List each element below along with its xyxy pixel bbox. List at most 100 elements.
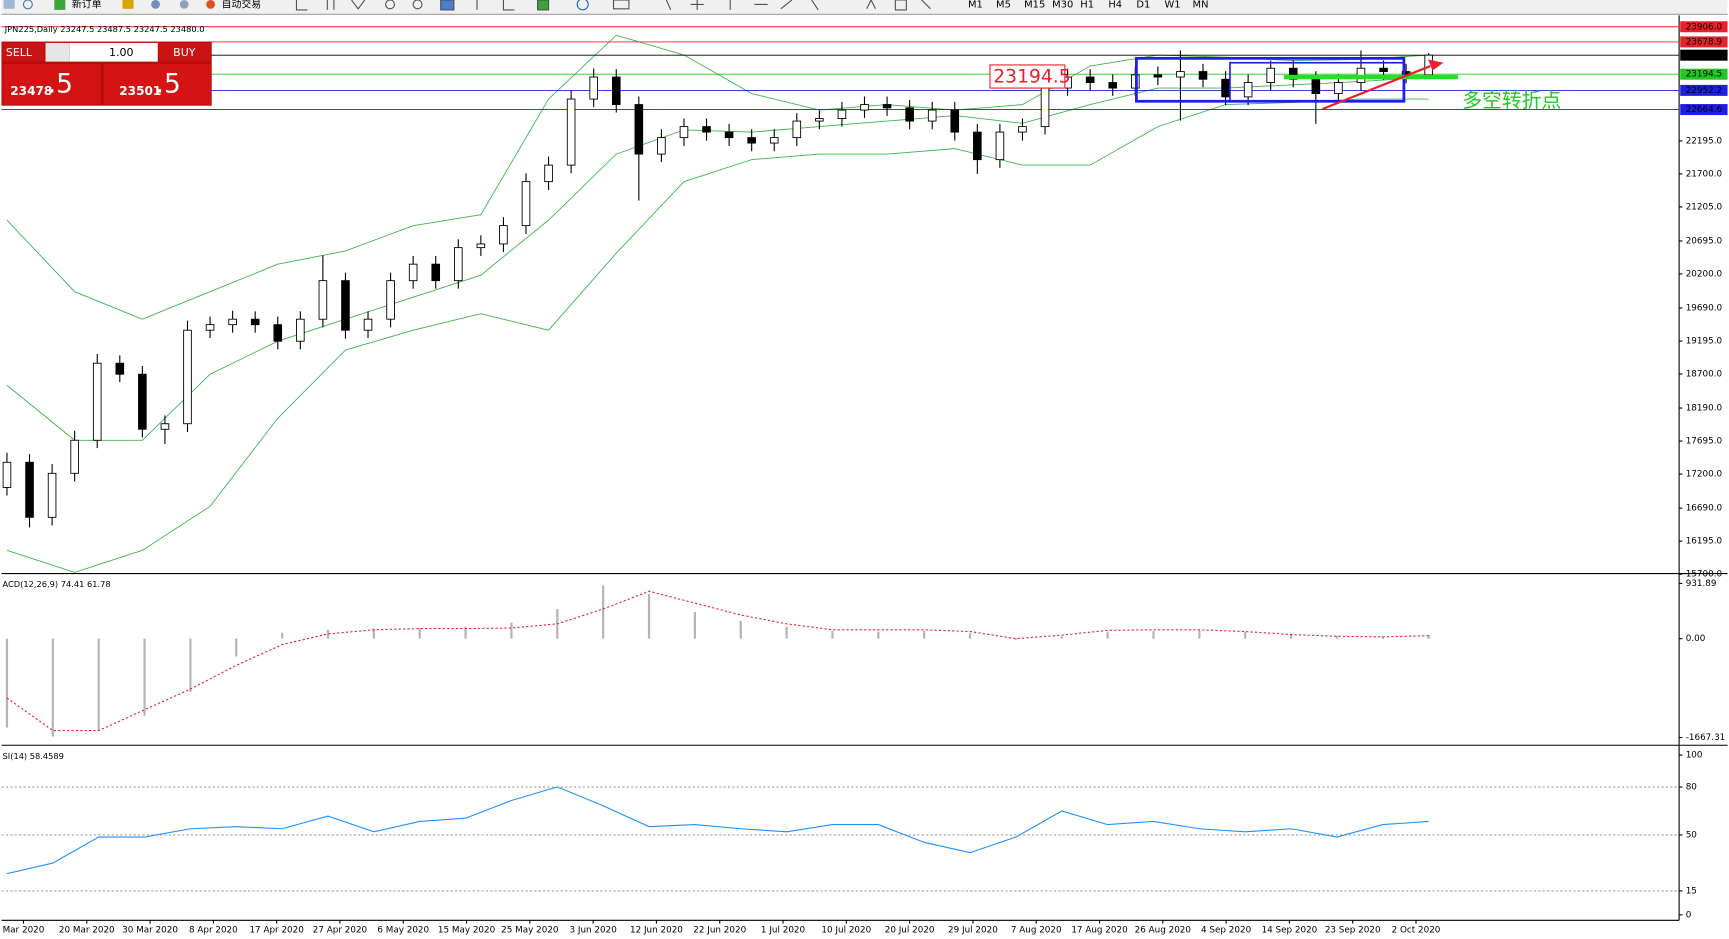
- candle-body: [70, 439, 79, 474]
- y-tick-label: 17695.0: [1686, 437, 1723, 447]
- rsi-line: [6, 786, 1429, 875]
- timeframe-button[interactable]: M1: [968, 0, 983, 10]
- x-tick-label: 17 Aug 2020: [1071, 926, 1128, 936]
- timeframe-button[interactable]: H4: [1108, 0, 1122, 10]
- macd-bar: [281, 632, 284, 639]
- candle-body: [273, 324, 283, 342]
- lot-value[interactable]: 1.00: [109, 46, 134, 59]
- x-tick-label: 4 Sep 2020: [1201, 926, 1252, 936]
- timeframe-button[interactable]: D1: [1136, 0, 1150, 10]
- rsi-panel: 100 80 50 15 0: [1, 751, 1703, 920]
- icon[interactable]: [22, 0, 33, 10]
- timeframe-button[interactable]: M5: [996, 0, 1011, 10]
- candle-body: [454, 247, 463, 282]
- candle-body: [521, 181, 531, 227]
- candle-body: [183, 329, 192, 425]
- icon[interactable]: [54, 0, 66, 10]
- candle-body: [792, 120, 802, 139]
- icon[interactable]: [612, 0, 630, 10]
- trend-arrow: [1322, 65, 1431, 111]
- timeframe-button[interactable]: M15: [1024, 0, 1045, 10]
- icon[interactable]: [412, 0, 423, 10]
- one-click-trading: SELL 1.00 BUY 23478 .5 23501 .5: [1, 41, 212, 106]
- icon[interactable]: [3, 0, 15, 9]
- sell-price-box[interactable]: [2, 63, 101, 105]
- x-tick-label: 20 Jul 2020: [885, 926, 935, 936]
- y-tick-label: 18190.0: [1686, 404, 1723, 414]
- y-tick-label: 18700.0: [1686, 370, 1723, 380]
- price-level-tag: [1680, 104, 1728, 116]
- lot-input[interactable]: [69, 42, 158, 62]
- candle-body: [1379, 67, 1388, 73]
- icon[interactable]: [440, 0, 455, 11]
- icon[interactable]: [476, 0, 515, 11]
- lot-spinner[interactable]: [45, 42, 70, 62]
- icon[interactable]: [122, 0, 134, 9]
- macd-bar: [602, 585, 605, 639]
- sell-price[interactable]: 23478: [10, 84, 52, 98]
- buy-button[interactable]: [158, 42, 211, 62]
- price-level-tag: [1680, 84, 1728, 96]
- icon[interactable]: [179, 0, 189, 9]
- y-tick-label: 22195.0: [1686, 136, 1723, 146]
- x-tick-label: 10 Jul 2020: [821, 926, 871, 936]
- x-tick-label: Mar 2020: [3, 926, 45, 936]
- candle-body: [205, 324, 215, 331]
- icon[interactable]: [537, 0, 550, 11]
- icon[interactable]: [295, 0, 366, 11]
- buy-price-fraction[interactable]: .5: [156, 68, 181, 99]
- timeframe-bar: M1 M5 M15 M30 H1 H4 D1 W1 MN: [968, 0, 1209, 10]
- y-tick-label: 17200.0: [1686, 470, 1723, 480]
- candle-body: [1334, 82, 1343, 94]
- candle-body: [927, 109, 937, 122]
- sell-button[interactable]: [2, 42, 45, 62]
- candle-body: [1108, 82, 1118, 89]
- macd-bar: [1427, 635, 1430, 639]
- icon[interactable]: [576, 0, 589, 11]
- candle-body: [1198, 71, 1208, 80]
- timeframe-button[interactable]: M30: [1052, 0, 1073, 10]
- y-tick-label: 21700.0: [1686, 169, 1723, 179]
- buy-price-box[interactable]: [103, 63, 211, 105]
- price-level-label: 23194.5: [1686, 70, 1722, 80]
- sell-price-fraction[interactable]: .5: [48, 68, 73, 99]
- candle-body: [837, 109, 847, 119]
- macd-bar: [235, 638, 238, 657]
- icon[interactable]: [206, 0, 216, 9]
- x-tick-label: 29 Jul 2020: [948, 926, 998, 936]
- y-tick-label: 50: [1686, 830, 1698, 840]
- candle-body: [815, 118, 824, 122]
- sell-label[interactable]: SELL: [6, 46, 33, 59]
- x-tick-label: 8 Apr 2020: [189, 926, 238, 936]
- candle-body: [296, 318, 305, 342]
- macd-bar: [1244, 631, 1247, 639]
- candle-body: [386, 280, 395, 320]
- price-level-tag: [1680, 49, 1728, 61]
- auto-trading-button[interactable]: 自动交易: [222, 0, 262, 10]
- timeframe-button[interactable]: MN: [1193, 0, 1209, 10]
- candle-body: [1176, 71, 1185, 78]
- macd-bar: [1106, 631, 1109, 639]
- y-tick-label: 100: [1686, 751, 1703, 761]
- macd-bar: [1381, 636, 1384, 639]
- icon[interactable]: [151, 0, 160, 9]
- toolbar-icons: [295, 0, 931, 11]
- buy-label[interactable]: BUY: [173, 46, 196, 59]
- price-level-label: 23678.9: [1686, 37, 1722, 47]
- candle-body: [2, 461, 12, 488]
- macd-bar: [739, 620, 742, 639]
- bollinger-middle: [6, 76, 1429, 441]
- candle-body: [115, 362, 125, 375]
- macd-panel: 931.89 0.00 -1667.31: [5, 579, 1725, 743]
- icon[interactable]: [665, 0, 931, 11]
- timeframe-button[interactable]: W1: [1164, 0, 1180, 10]
- icon[interactable]: [385, 0, 395, 10]
- timeframe-button[interactable]: H1: [1080, 0, 1094, 10]
- y-tick-label: 19690.0: [1686, 303, 1723, 313]
- y-tick-label: 80: [1686, 783, 1698, 793]
- new-order-button[interactable]: 新订单: [72, 0, 102, 10]
- candle-body: [499, 225, 508, 245]
- buy-price[interactable]: 23501: [119, 84, 161, 98]
- price-level-tag: [1680, 21, 1728, 33]
